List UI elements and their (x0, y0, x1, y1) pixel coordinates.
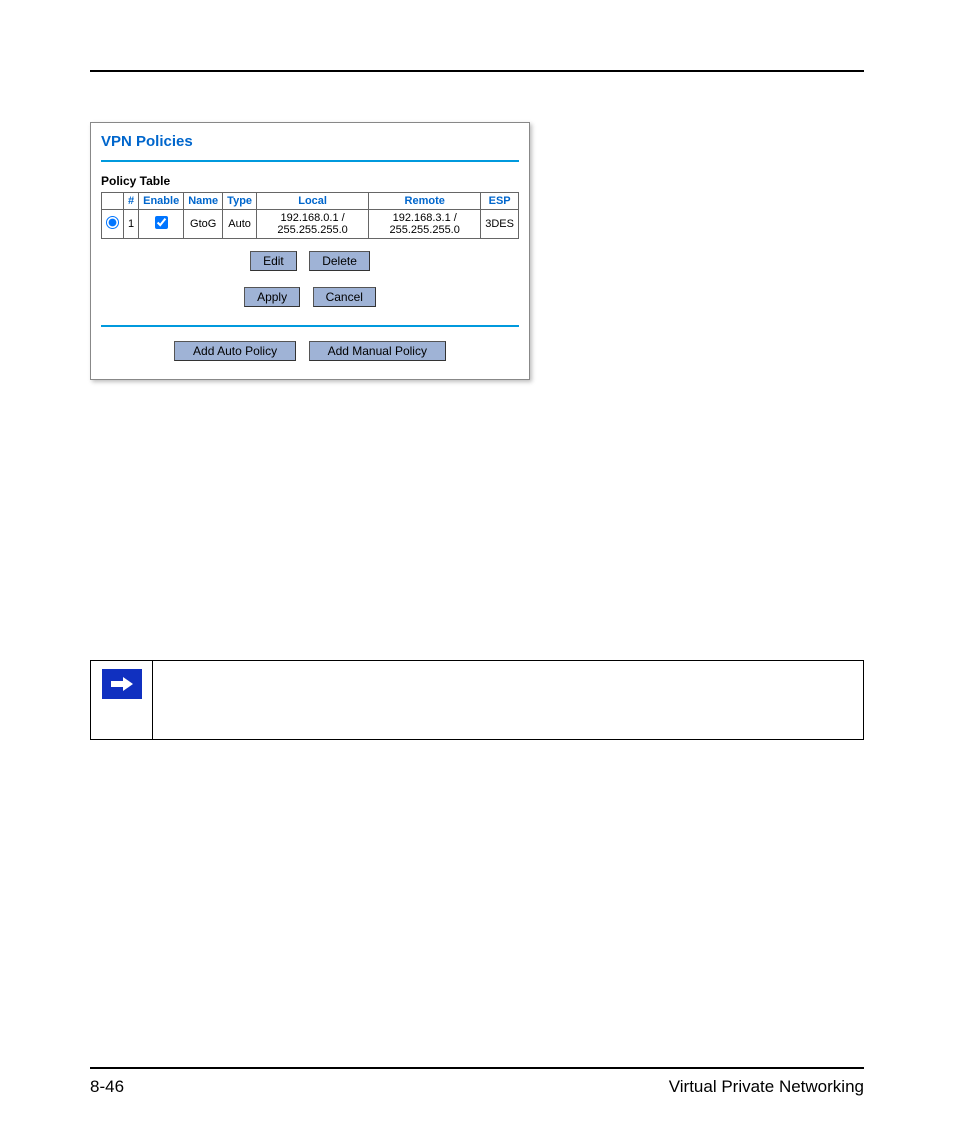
footer-rule (90, 1067, 864, 1069)
th-remote: Remote (369, 193, 481, 210)
table-header-row: # Enable Name Type Local Remote ESP (102, 193, 519, 210)
table-row: 1 GtoG Auto 192.168.0.1 / 255.255.255.0 … (102, 210, 519, 239)
apply-cancel-row: Apply Cancel (101, 283, 519, 311)
page-footer: 8-46 Virtual Private Networking (90, 1067, 864, 1097)
add-manual-policy-button[interactable]: Add Manual Policy (309, 341, 446, 361)
row-select-radio[interactable] (106, 216, 119, 229)
th-num: # (124, 193, 139, 210)
note-box (90, 660, 864, 740)
th-name: Name (184, 193, 223, 210)
th-enable: Enable (139, 193, 184, 210)
cell-local: 192.168.0.1 / 255.255.255.0 (257, 210, 369, 239)
cancel-button[interactable]: Cancel (313, 287, 376, 307)
vpn-policies-panel: VPN Policies Policy Table # Enable Name … (90, 122, 530, 380)
cell-num: 1 (124, 210, 139, 239)
add-auto-policy-button[interactable]: Add Auto Policy (174, 341, 296, 361)
cell-select (102, 210, 124, 239)
cell-enable (139, 210, 184, 239)
th-esp: ESP (481, 193, 519, 210)
add-policy-row: Add Auto Policy Add Manual Policy (101, 337, 519, 365)
panel-title: VPN Policies (101, 129, 519, 160)
cell-esp: 3DES (481, 210, 519, 239)
document-page: VPN Policies Policy Table # Enable Name … (0, 0, 954, 1145)
cell-remote: 192.168.3.1 / 255.255.255.0 (369, 210, 481, 239)
footer-row: 8-46 Virtual Private Networking (90, 1077, 864, 1097)
cell-name: GtoG (184, 210, 223, 239)
panel-top-rule (101, 160, 519, 162)
delete-button[interactable]: Delete (309, 251, 370, 271)
policy-table: # Enable Name Type Local Remote ESP 1 (101, 192, 519, 239)
policy-table-heading: Policy Table (101, 170, 519, 192)
cell-type: Auto (223, 210, 257, 239)
note-icon-cell (91, 661, 153, 739)
note-text (153, 661, 863, 739)
arrow-right-icon (102, 669, 142, 699)
apply-button[interactable]: Apply (244, 287, 300, 307)
panel-bottom-rule (101, 325, 519, 327)
row-enable-checkbox[interactable] (155, 216, 168, 229)
th-select (102, 193, 124, 210)
edit-delete-row: Edit Delete (101, 247, 519, 275)
header-rule (90, 70, 864, 72)
page-number: 8-46 (90, 1077, 124, 1097)
edit-button[interactable]: Edit (250, 251, 297, 271)
th-local: Local (257, 193, 369, 210)
th-type: Type (223, 193, 257, 210)
section-title: Virtual Private Networking (669, 1077, 864, 1097)
